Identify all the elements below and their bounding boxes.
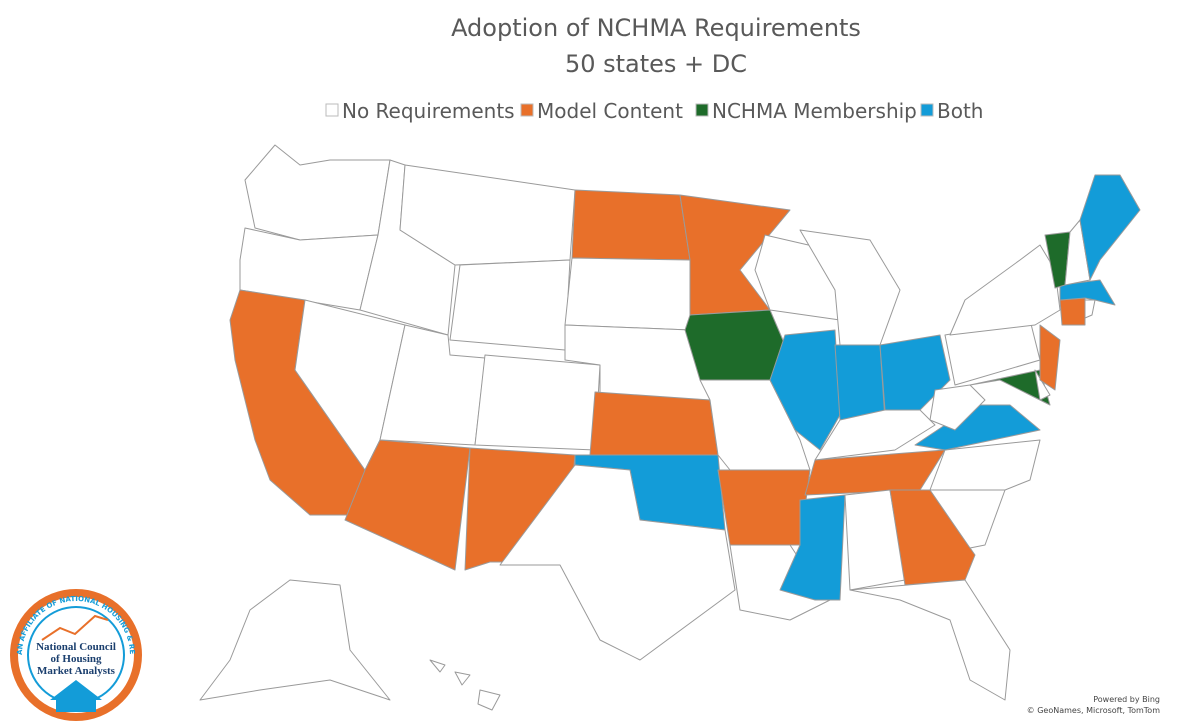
logo-graph xyxy=(41,614,109,641)
state xyxy=(849,579,1011,701)
map-title: Adoption of NCHMA Requirements xyxy=(451,14,861,42)
state xyxy=(1034,369,1051,401)
state xyxy=(949,244,1061,336)
logo-text: of Housing xyxy=(50,653,102,665)
state xyxy=(454,671,471,686)
state xyxy=(1039,324,1061,391)
state xyxy=(834,344,886,421)
state xyxy=(889,489,976,586)
map-subtitle: 50 states + DC xyxy=(565,50,747,78)
state xyxy=(199,579,391,701)
legend-label: Model Content xyxy=(537,99,683,123)
state xyxy=(1079,174,1141,281)
state xyxy=(589,391,719,456)
state xyxy=(477,689,501,711)
state xyxy=(564,257,691,331)
state xyxy=(571,189,691,261)
states xyxy=(199,144,1141,711)
state xyxy=(244,144,391,241)
legend-label: NCHMA Membership xyxy=(712,99,917,123)
state xyxy=(1084,299,1096,319)
state xyxy=(1059,279,1116,306)
state xyxy=(344,439,471,571)
state xyxy=(769,329,841,451)
state xyxy=(717,469,811,546)
logo: AN AFFILIATE OF NATIONAL HOUSING & REHAB… xyxy=(0,0,142,721)
attribution: © GeoNames, Microsoft, TomTom xyxy=(1027,706,1161,715)
state xyxy=(429,659,446,673)
state xyxy=(684,309,786,381)
state xyxy=(929,439,1041,491)
legend-swatch xyxy=(520,103,534,117)
state xyxy=(1059,297,1086,326)
legend-label: No Requirements xyxy=(342,99,515,123)
state xyxy=(499,464,736,661)
logo-text: Market Analysts xyxy=(37,665,116,677)
state xyxy=(449,259,571,351)
legend-swatch xyxy=(325,103,339,117)
logo-house xyxy=(50,680,102,712)
attribution: Powered by Bing xyxy=(1093,695,1160,704)
state xyxy=(474,354,601,451)
legend-swatch xyxy=(920,103,934,117)
legend: No Requirements Model Content NCHMA Member… xyxy=(325,99,983,123)
legend-label: Both xyxy=(937,99,983,123)
logo-ring-text: AN AFFILIATE OF NATIONAL HOUSING & REHAB… xyxy=(0,0,136,655)
state xyxy=(929,384,986,431)
legend-swatch xyxy=(695,103,709,117)
logo-text: National Council xyxy=(36,641,116,653)
